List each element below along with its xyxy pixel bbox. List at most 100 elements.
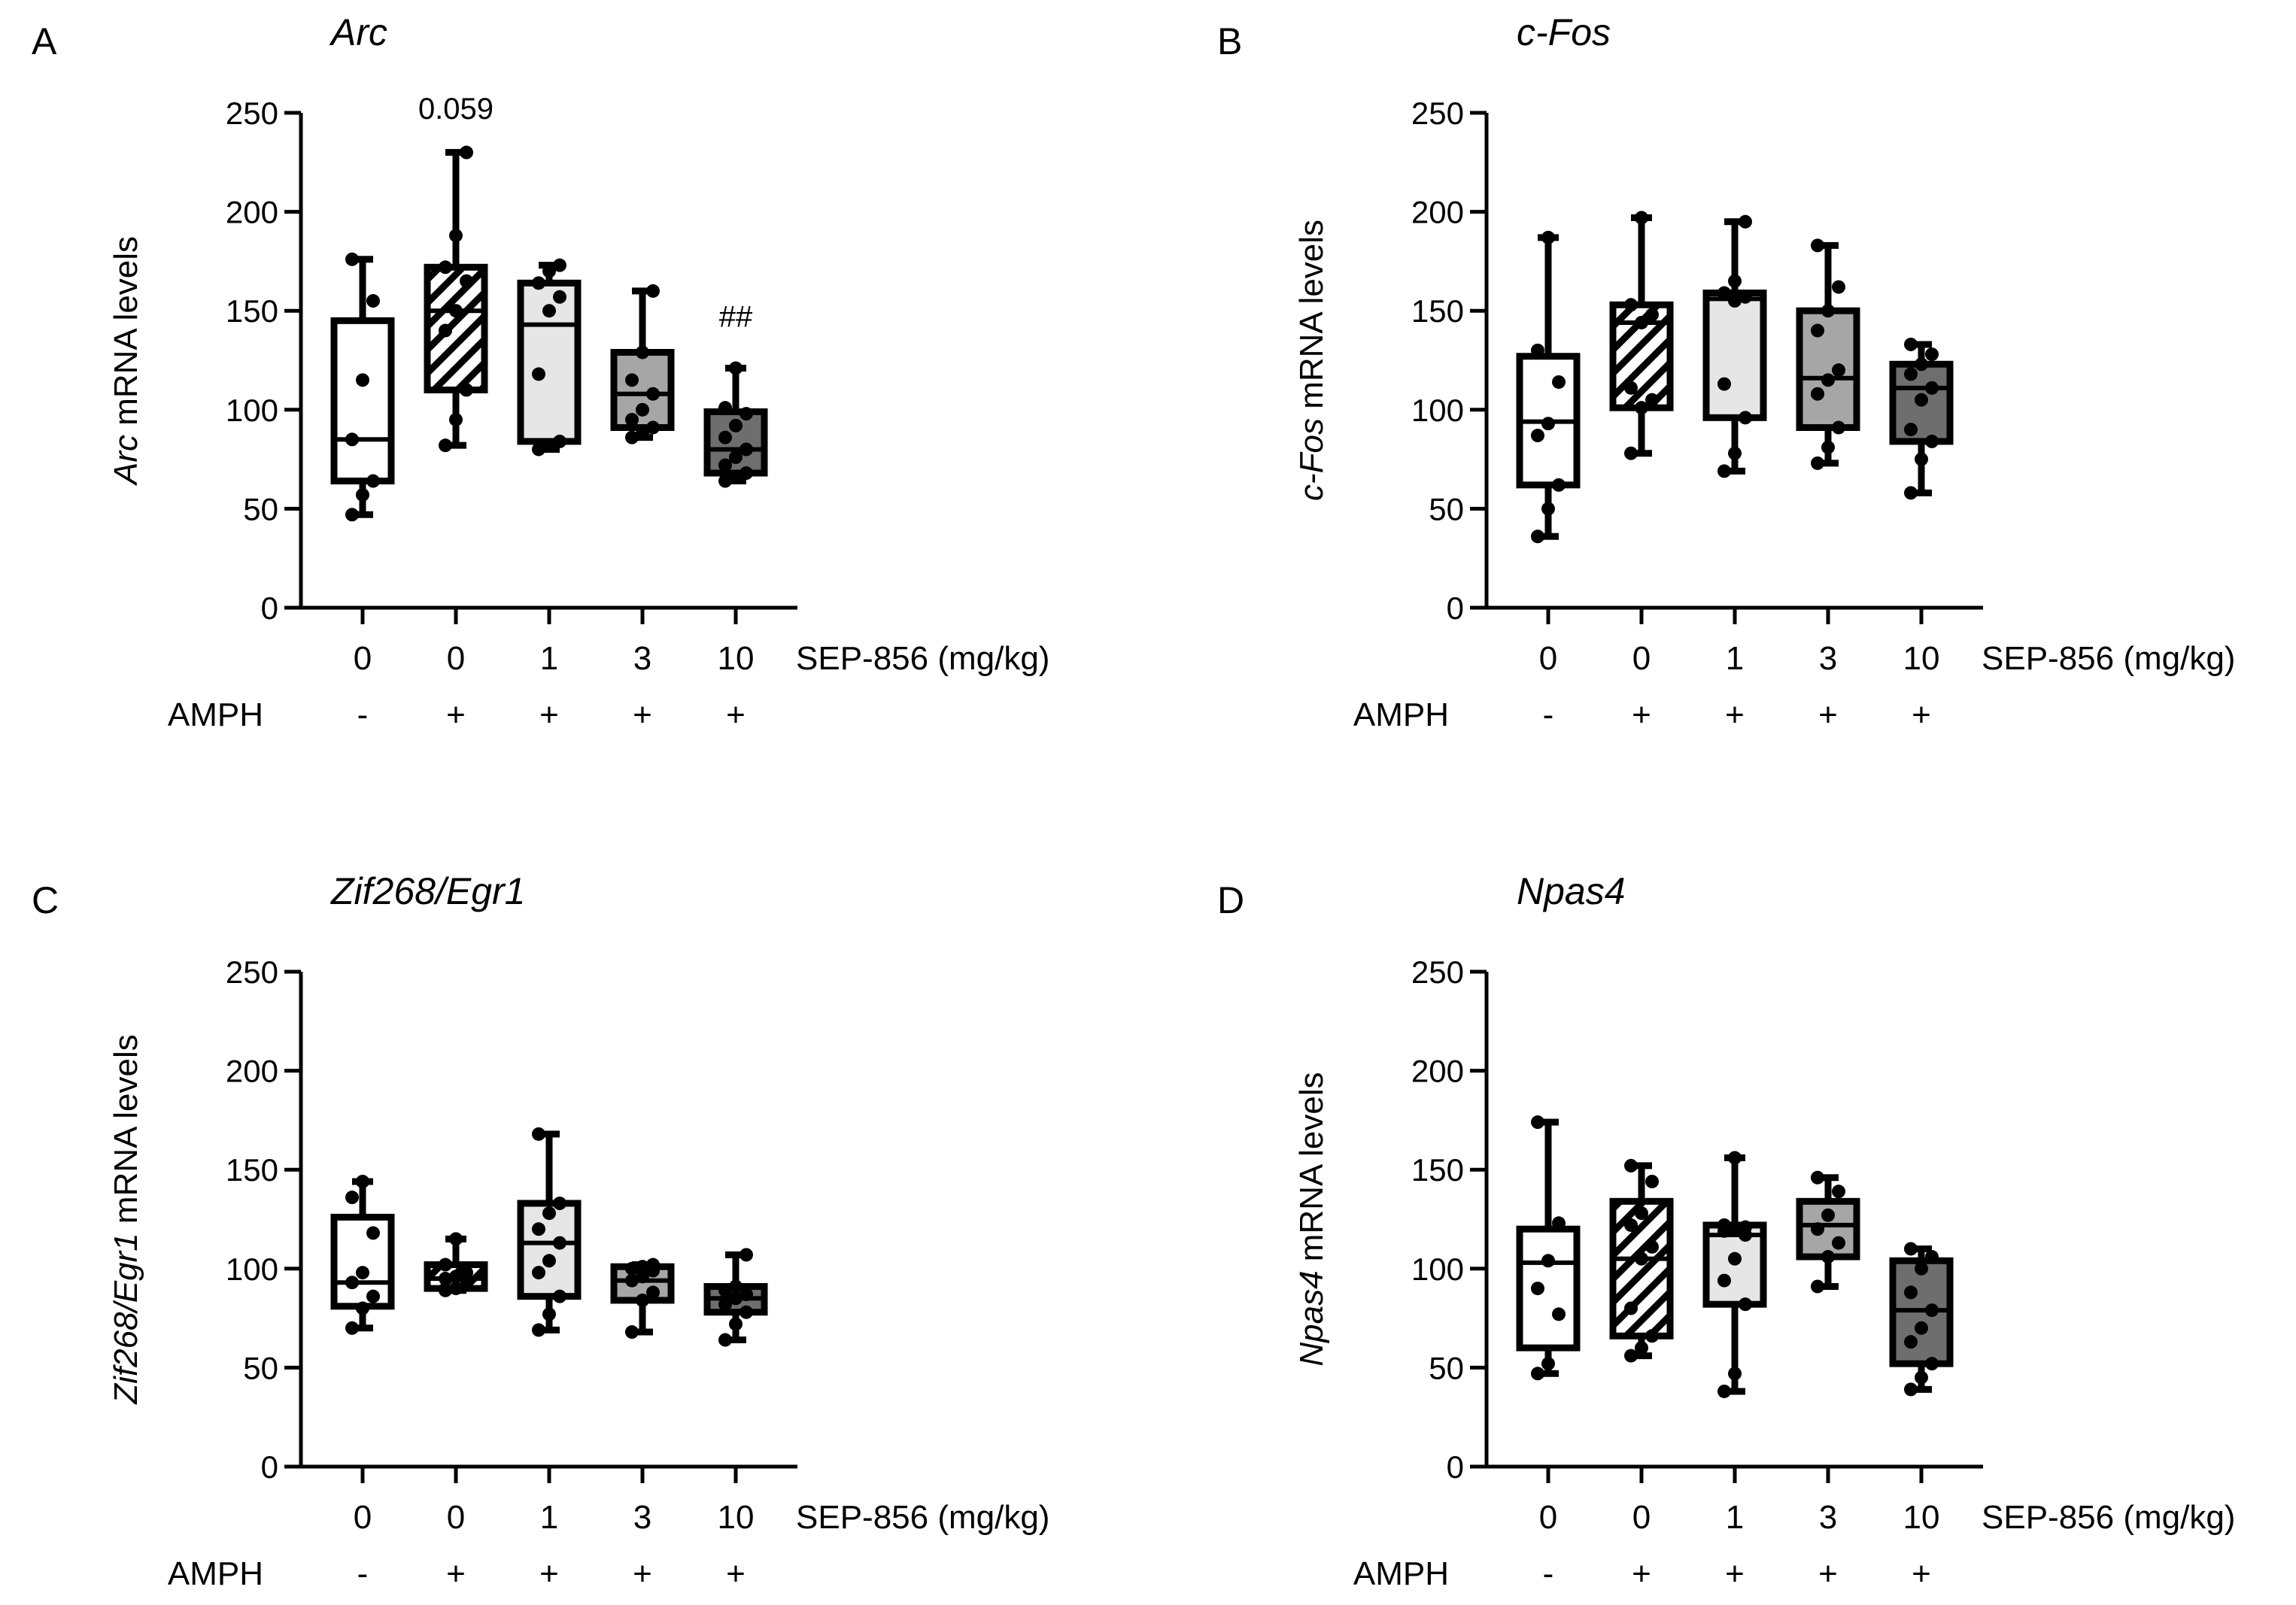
data-point [1925,1303,1939,1318]
data-point [1624,1301,1638,1315]
amph-row-label: AMPH [168,1555,263,1592]
data-point [1904,337,1918,351]
data-point [439,323,452,338]
data-point [1811,1170,1824,1185]
data-point [718,401,732,415]
data-point [1531,429,1544,443]
data-point [439,1258,452,1272]
amph-sign: + [1632,696,1651,733]
y-axis-label-rest: mRNA levels [108,236,144,435]
data-point [718,1297,732,1312]
data-point [449,1270,463,1284]
data-point [1821,373,1835,387]
y-tick-label: 150 [1411,1152,1464,1188]
data-point [449,1282,463,1296]
data-point [1832,1185,1845,1199]
box-group [1889,1245,1954,1393]
data-point [439,438,452,453]
amph-sign: - [1543,696,1554,733]
data-point [1635,401,1648,415]
y-tick-label: 100 [1411,1252,1464,1287]
amph-sign: + [633,696,652,733]
data-point [729,1317,743,1331]
box-group [1516,1118,1581,1377]
data-point [729,361,743,375]
data-point [1739,411,1752,425]
data-point [345,1321,359,1335]
data-point [1832,363,1845,378]
data-point [1925,1250,1939,1264]
box-iqr [1796,307,1860,431]
y-tick-label: 200 [1411,195,1464,230]
data-point [1739,1297,1752,1312]
annotation-label: ## [719,300,753,333]
data-point [553,434,566,448]
x-tick-label: 10 [718,640,755,677]
data-point [1728,1222,1742,1236]
y-tick-label: 250 [1411,96,1464,131]
box-group [1609,214,1674,457]
data-point [740,1248,753,1262]
data-point [356,487,369,502]
data-point [1832,280,1845,294]
amph-sign: + [726,1555,746,1592]
box-group [1702,1154,1767,1395]
amph-sign: + [1725,696,1745,733]
data-point [1811,387,1824,401]
x-tick-label: 0 [354,1499,372,1536]
data-point [1832,420,1845,435]
data-point [1624,1349,1638,1363]
data-point [1645,393,1659,407]
y-axis-label-rest: mRNA levels [1293,220,1330,418]
box-iqr [1609,1197,1674,1340]
data-point [553,290,566,304]
x-tick-label: 10 [718,1499,755,1536]
panel-letter: B [1217,20,1242,62]
data-point [439,1283,452,1297]
amph-sign: + [1818,1555,1838,1592]
data-point [1915,1261,1928,1276]
box-group [517,1130,582,1333]
y-tick-label: 50 [243,1350,278,1385]
x-tick-label: 10 [1903,1499,1940,1536]
data-point [449,1232,463,1246]
box-group [1609,1162,1674,1360]
data-point [1645,1329,1659,1343]
data-point [542,264,556,278]
data-point [729,450,743,464]
data-point [345,1276,359,1290]
box-group [1516,234,1581,540]
box-group [330,1178,395,1332]
data-point [532,442,545,457]
data-point [1541,1357,1555,1371]
amph-sign: + [446,696,466,733]
data-point [460,1266,473,1280]
data-point [1645,1174,1659,1188]
amph-sign: + [446,1555,466,1592]
data-point [1925,434,1939,448]
box-iqr [424,263,488,393]
data-point [532,1222,545,1236]
data-point [718,430,732,444]
data-point [1552,1307,1566,1321]
y-axis-label-rest: mRNA levels [1293,1072,1330,1270]
y-tick-label: 100 [226,393,278,428]
x-tick-label: 0 [1539,1499,1557,1536]
y-tick-label: 0 [261,590,278,626]
data-point [740,442,753,457]
data-point [1541,1254,1555,1268]
data-point [1811,323,1824,338]
y-tick-label: 100 [1411,393,1464,428]
y-tick-label: 250 [226,954,278,990]
data-point [1728,1252,1742,1266]
data-point [1925,381,1939,395]
data-point [1624,298,1638,312]
y-axis-label-gene: Npas4 [1293,1270,1330,1366]
y-axis-label: Arc mRNA levels [108,236,144,487]
data-point [1915,1321,1928,1335]
y-tick-label: 50 [1429,1350,1464,1385]
data-point [1728,1367,1742,1381]
